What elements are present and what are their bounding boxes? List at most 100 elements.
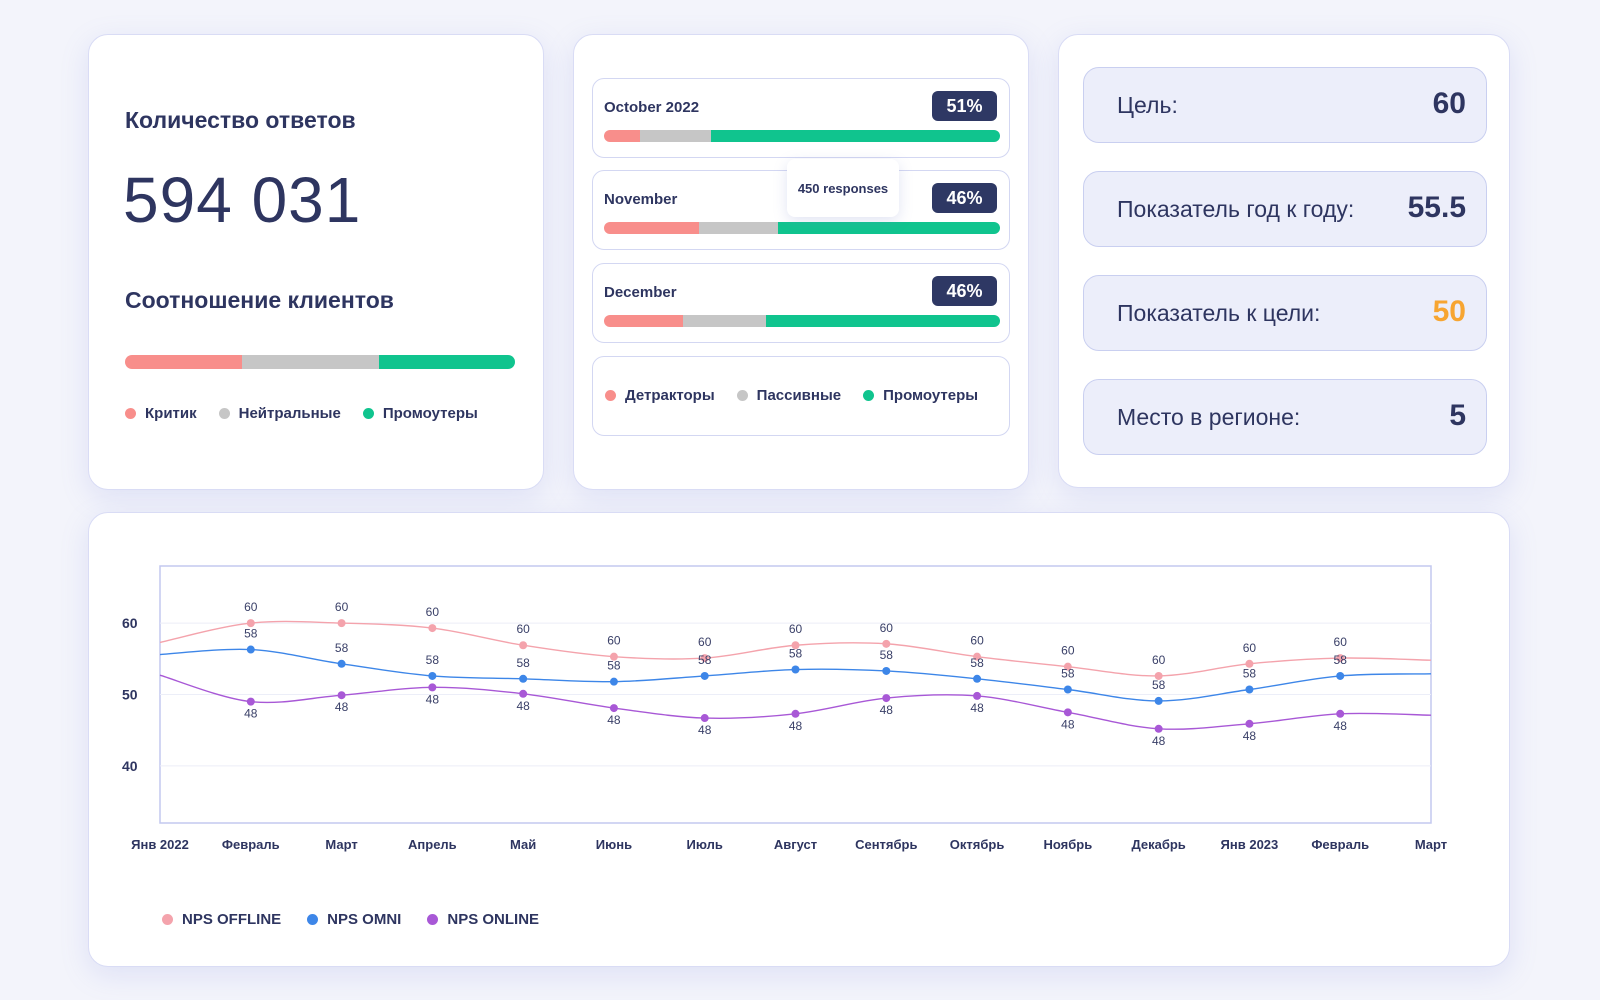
data-label: 60 bbox=[335, 600, 349, 614]
data-label: 60 bbox=[516, 622, 530, 636]
data-label: 58 bbox=[516, 656, 530, 670]
ratio-neutral-segment bbox=[242, 355, 379, 369]
data-point bbox=[246, 619, 255, 628]
data-label: 48 bbox=[426, 692, 440, 706]
data-label: 60 bbox=[880, 621, 894, 635]
nps-line-chart[interactable]: 60 50 40 Янв 2022 Февраль Март Апрель Май Июнь Ию… bbox=[89, 513, 1511, 893]
passives-dot-icon bbox=[736, 390, 748, 401]
legend-item-detractors: Детракторы bbox=[605, 387, 715, 404]
month-bar bbox=[604, 130, 1000, 142]
data-point bbox=[519, 674, 528, 683]
data-label: 60 bbox=[789, 622, 803, 636]
legend-item-passives: Пассивные bbox=[736, 387, 842, 404]
legend-item-nps-omni[interactable]: NPS OMNI bbox=[307, 911, 401, 928]
data-label: 60 bbox=[970, 634, 984, 648]
client-ratio-title: Соотношение клиентов bbox=[125, 287, 394, 313]
nps-omni-dot-icon bbox=[307, 914, 319, 925]
data-label: 58 bbox=[970, 656, 984, 670]
month-label: October 2022 bbox=[604, 99, 700, 116]
data-label: 48 bbox=[789, 719, 803, 733]
responses-tooltip: 450 responses bbox=[787, 159, 899, 217]
data-point bbox=[1063, 662, 1072, 671]
month-row-december[interactable]: December 46% bbox=[592, 263, 1010, 343]
month-row-october[interactable]: October 2022 51% bbox=[592, 78, 1010, 158]
data-point bbox=[973, 691, 982, 700]
data-point bbox=[791, 641, 800, 650]
detractors-segment bbox=[604, 130, 640, 142]
data-point bbox=[1245, 659, 1254, 668]
data-point bbox=[428, 683, 437, 692]
ratio-promoter-segment bbox=[378, 355, 515, 369]
legend-label: NPS OMNI bbox=[327, 911, 402, 928]
monthly-legend-box: Детракторы Пассивные Промоутеры bbox=[592, 356, 1010, 436]
kpi-label: Цель: bbox=[1117, 92, 1178, 118]
promoters-segment bbox=[710, 130, 1000, 142]
promoters-segment[interactable] bbox=[778, 222, 1000, 234]
kpi-row-year-over-year: Показатель год к году: 55.5 bbox=[1083, 171, 1487, 247]
data-label: 58 bbox=[1061, 667, 1075, 681]
x-tick-label: Декабрь bbox=[1131, 837, 1185, 852]
critic-dot-icon bbox=[125, 408, 136, 419]
data-point bbox=[609, 677, 618, 686]
data-label: 58 bbox=[335, 641, 349, 655]
monthly-legend: Детракторы Пассивные Промоутеры bbox=[605, 387, 1000, 404]
month-percent-badge: 51% bbox=[932, 91, 997, 121]
legend-label: NPS ONLINE bbox=[447, 911, 540, 928]
monthly-breakdown-card: October 2022 51% November 46% December 4… bbox=[573, 34, 1029, 490]
x-tick-label: Август bbox=[774, 837, 817, 852]
x-tick-label: Янв 2022 bbox=[131, 837, 189, 852]
neutral-dot-icon bbox=[218, 408, 230, 419]
legend-item-promoter: Промоутеры bbox=[362, 405, 478, 422]
data-point bbox=[1245, 685, 1254, 694]
legend-label: Промоутеры bbox=[883, 387, 979, 404]
data-point bbox=[973, 652, 982, 661]
legend-label: Пассивные bbox=[756, 387, 842, 404]
data-label: 48 bbox=[244, 707, 258, 721]
y-tick-label: 50 bbox=[122, 687, 138, 703]
data-label: 48 bbox=[1334, 719, 1348, 733]
data-point bbox=[1154, 724, 1163, 733]
detractors-segment bbox=[604, 222, 700, 234]
data-point bbox=[1063, 685, 1072, 694]
x-tick-label: Май bbox=[510, 837, 536, 852]
kpi-label: Показатель год к году: bbox=[1117, 196, 1355, 222]
x-tick-label: Октябрь bbox=[950, 837, 1005, 852]
data-point bbox=[1063, 708, 1072, 717]
data-point bbox=[700, 654, 709, 663]
data-label: 48 bbox=[607, 713, 621, 727]
data-point bbox=[1154, 671, 1163, 680]
legend-label: Детракторы bbox=[625, 387, 715, 404]
data-label: 48 bbox=[1243, 729, 1257, 743]
data-point bbox=[337, 691, 346, 700]
kpi-row-region-rank: Место в регионе: 5 bbox=[1083, 379, 1487, 455]
legend-item-nps-offline[interactable]: NPS OFFLINE bbox=[162, 911, 281, 928]
data-point bbox=[337, 619, 346, 628]
nps-offline-dot-icon bbox=[162, 914, 173, 925]
detractors-dot-icon bbox=[605, 390, 616, 401]
kpi-value: 50 bbox=[1432, 295, 1466, 328]
client-ratio-legend: Критик Нейтральные Промоутеры bbox=[125, 405, 500, 422]
data-point bbox=[337, 659, 346, 668]
data-point bbox=[791, 709, 800, 718]
kpi-row-goal: Цель: 60 bbox=[1083, 67, 1487, 143]
data-label: 58 bbox=[607, 659, 621, 673]
data-label: 60 bbox=[244, 600, 258, 614]
x-tick-label: Март bbox=[1415, 837, 1447, 852]
data-label: 48 bbox=[1152, 734, 1166, 748]
data-label: 60 bbox=[1243, 641, 1257, 655]
responses-title: Количество ответов bbox=[125, 107, 356, 133]
data-label: 48 bbox=[880, 703, 894, 717]
legend-item-nps-online[interactable]: NPS ONLINE bbox=[427, 911, 539, 928]
responses-card: Количество ответов 594 031 Соотношение к… bbox=[88, 34, 544, 490]
data-point bbox=[1245, 719, 1254, 728]
month-percent-badge: 46% bbox=[932, 183, 997, 213]
kpi-row-to-goal: Показатель к цели: 50 bbox=[1083, 275, 1487, 351]
ratio-critic-segment bbox=[125, 355, 242, 369]
data-point bbox=[1336, 671, 1345, 680]
data-label: 58 bbox=[698, 653, 712, 667]
data-point bbox=[700, 671, 709, 680]
data-label: 48 bbox=[516, 699, 530, 713]
x-tick-label: Апрель bbox=[408, 837, 457, 852]
passives-segment bbox=[699, 222, 779, 234]
data-label: 60 bbox=[1061, 644, 1075, 658]
